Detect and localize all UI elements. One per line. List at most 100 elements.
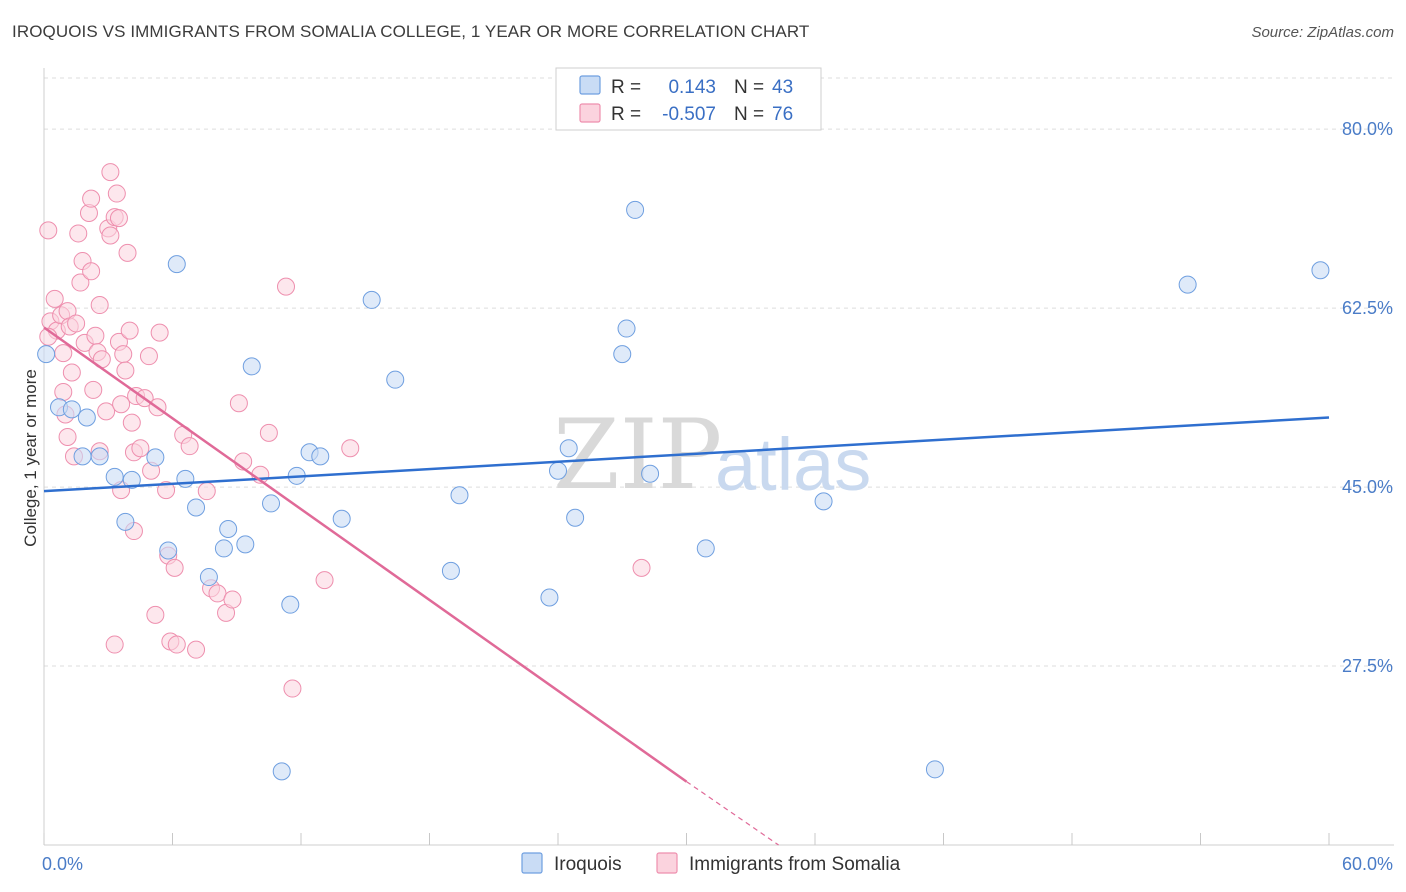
watermark: ZIP atlas (553, 399, 871, 511)
iroquois-point-15 (214, 539, 233, 558)
iroquois-point-18 (242, 357, 261, 376)
iroquois-point-32 (566, 508, 585, 527)
series-somalia-points (39, 163, 651, 698)
legend-swatch-iroquois (579, 75, 601, 95)
somalia-point-53 (157, 481, 176, 500)
iroquois-point-35 (641, 464, 660, 483)
bottom-legend-label-iroquois: Iroquois (554, 854, 622, 875)
iroquois-point-40 (1178, 275, 1197, 294)
somalia-point-42 (122, 413, 141, 432)
somalia-point-1 (45, 289, 64, 308)
iroquois-point-34 (626, 200, 645, 219)
somalia-point-14 (71, 273, 90, 292)
iroquois-point-19 (262, 494, 281, 513)
stats-legend: R = 0.143 N = 43 R = -0.507 N = 76 (555, 67, 822, 131)
somalia-trend-extension (686, 781, 779, 846)
series-iroquois-points (37, 200, 1330, 781)
somalia-point-9 (54, 382, 73, 401)
iroquois-point-25 (332, 509, 351, 528)
somalia-point-28 (97, 402, 116, 421)
somalia-point-52 (146, 605, 165, 624)
somalia-point-20 (82, 262, 101, 281)
iroquois-point-27 (386, 370, 405, 389)
somalia-point-22 (86, 326, 105, 345)
somalia-point-21 (82, 189, 101, 208)
iroquois-point-17 (236, 535, 255, 554)
somalia-point-70 (277, 277, 296, 296)
somalia-point-69 (259, 423, 278, 442)
x-tick-label-1: 60.0% (1342, 854, 1393, 874)
chart-title: IROQUOIS VS IMMIGRANTS FROM SOMALIA COLL… (12, 22, 810, 41)
somalia-point-37 (114, 345, 133, 364)
somalia-point-57 (167, 635, 186, 654)
iroquois-point-4 (73, 447, 92, 466)
iroquois-point-26 (362, 290, 381, 309)
iroquois-point-21 (281, 595, 300, 614)
legend-n-value-iroquois: 43 (772, 77, 793, 98)
iroquois-point-13 (159, 541, 178, 560)
y-tick-label-3: 80.0% (1342, 119, 1393, 139)
y-axis-label: College, 1 year or more (21, 369, 40, 547)
somalia-point-63 (208, 584, 227, 603)
bottom-legend-label-somalia: Immigrants from Somalia (689, 854, 901, 875)
iroquois-point-10 (167, 255, 186, 274)
legend-n-label-iroquois: N = (734, 77, 764, 98)
somalia-point-15 (69, 224, 88, 243)
legend-n-value-somalia: 76 (772, 104, 793, 125)
somalia-point-30 (101, 226, 120, 245)
somalia-point-60 (187, 640, 206, 659)
iroquois-point-14 (199, 568, 218, 587)
somalia-point-74 (632, 558, 651, 577)
x-tick-label-0: 0.0% (42, 854, 83, 874)
somalia-point-32 (101, 163, 120, 182)
iroquois-point-6 (105, 467, 124, 486)
iroquois-point-16 (219, 519, 238, 538)
iroquois-point-28 (441, 561, 460, 580)
iroquois-point-0 (37, 345, 56, 364)
somalia-point-75 (105, 635, 124, 654)
axes (43, 68, 1394, 846)
somalia-point-48 (139, 347, 158, 366)
x-tick-labels: 0.0% 60.0% (42, 854, 1393, 874)
somalia-point-61 (197, 482, 216, 501)
iroquois-point-2 (62, 400, 81, 419)
trend-lines (43, 326, 1330, 846)
iroquois-point-9 (146, 448, 165, 467)
somalia-point-36 (112, 395, 131, 414)
somalia-point-24 (90, 296, 109, 315)
iroquois-point-20 (272, 762, 291, 781)
somalia-point-0 (39, 221, 58, 240)
somalia-point-40 (118, 243, 137, 262)
legend-swatch-somalia (579, 103, 601, 123)
legend-r-label-iroquois: R = (611, 77, 641, 98)
iroquois-point-41 (1311, 261, 1330, 280)
iroquois-point-37 (696, 539, 715, 558)
somalia-point-38 (116, 361, 135, 380)
legend-r-label-somalia: R = (611, 104, 641, 125)
y-tick-labels: 27.5% 45.0% 62.5% 80.0% (1342, 119, 1393, 676)
y-tick-label-1: 45.0% (1342, 477, 1393, 497)
somalia-point-45 (131, 439, 150, 458)
somalia-point-59 (180, 437, 199, 456)
iroquois-point-8 (116, 512, 135, 531)
iroquois-point-39 (925, 760, 944, 779)
somalia-point-73 (341, 439, 360, 458)
y-tick-label-0: 27.5% (1342, 656, 1393, 676)
iroquois-point-5 (90, 447, 109, 466)
somalia-point-41 (120, 321, 139, 340)
iroquois-point-7 (122, 470, 141, 489)
iroquois-point-36 (540, 588, 559, 607)
iroquois-point-29 (450, 486, 469, 505)
watermark-atlas: atlas (715, 423, 871, 506)
bottom-legend-swatch-somalia (656, 852, 678, 874)
somalia-point-6 (54, 344, 73, 363)
somalia-point-56 (165, 558, 184, 577)
iroquois-point-11 (176, 469, 195, 488)
y-tick-label-2: 62.5% (1342, 298, 1393, 318)
somalia-point-34 (109, 209, 128, 228)
series-legend: Iroquois Immigrants from Somalia (521, 852, 901, 875)
iroquois-point-42 (613, 345, 632, 364)
somalia-trend-line (43, 326, 688, 783)
iroquois-point-38 (814, 492, 833, 511)
